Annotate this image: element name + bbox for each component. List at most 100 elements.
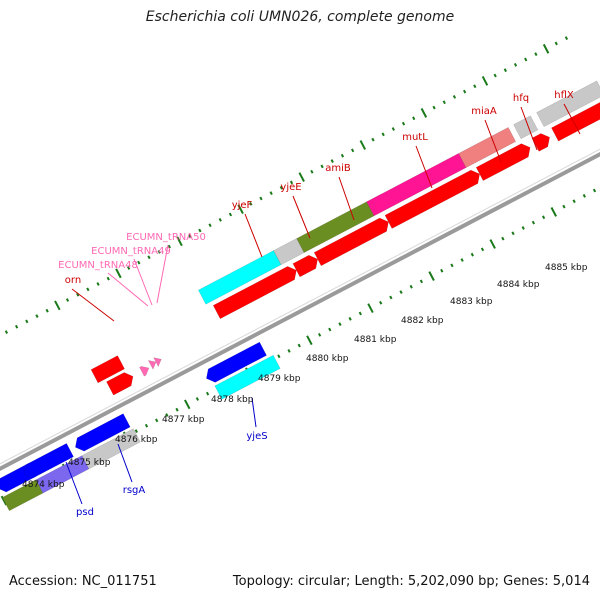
inner-tick [460, 258, 464, 262]
leader-miaA [484, 119, 502, 163]
inner-tick [419, 279, 424, 284]
outer-tick [96, 282, 100, 286]
gene-arrow-mutL [384, 169, 480, 229]
inner-tick [358, 311, 362, 316]
trna-leader-2 [156, 244, 169, 304]
outer-tick [167, 244, 171, 249]
gene-arrow-orn [106, 372, 134, 396]
outer-tick [420, 108, 428, 118]
outer-tick [359, 140, 367, 150]
outer-tick [330, 159, 334, 163]
inner-tick [450, 263, 454, 268]
kbp-label: 4883 kbp [450, 297, 493, 307]
inner-tick [440, 268, 444, 273]
outer-tick [391, 127, 395, 131]
inner-tick [541, 215, 546, 220]
outer-tick [126, 266, 131, 270]
gene-label-group: orn yjeF yjeE amiB mutL miaA hfq hflX ECUMN_tRNA… [58, 90, 574, 518]
outer-tick [564, 36, 569, 41]
inner-tick [562, 204, 566, 209]
gene-arrow-yjeE [292, 254, 318, 278]
inner-tick [328, 327, 332, 332]
leader-yjeE [292, 195, 311, 239]
gene-label-hflX: hflX [554, 90, 574, 101]
outer-tick [147, 255, 151, 260]
inner-tick [389, 295, 393, 300]
kbp-label: 4879 kbp [258, 374, 301, 384]
inner-tick [155, 418, 159, 423]
gene-label-orn: orn [65, 275, 81, 286]
gene-label-yjeF: yjeF [232, 200, 253, 211]
outer-tick [237, 204, 244, 215]
outer-tick [432, 105, 436, 110]
outer-tick [198, 228, 202, 233]
outer-tick [452, 95, 457, 99]
gene-block-hflX [536, 80, 600, 128]
gene-block-rsgA [81, 428, 141, 470]
inner-tick [134, 429, 138, 433]
outer-tick [442, 100, 446, 105]
inner-tick [428, 271, 435, 281]
gene-label-rsgA: rsgA [123, 485, 146, 496]
inner-tick [306, 335, 313, 346]
outer-tick [493, 73, 497, 78]
map-title: Escherichia coli UMN026, complete genome [145, 9, 455, 25]
gene-arrow-left2 [23, 443, 74, 479]
leader-rsgA [117, 443, 133, 483]
kbp-label-group: 4874 kbp 4875 kbp 4876 kbp 4877 kbp 4878 kbp… [22, 263, 588, 490]
outer-tick [503, 68, 507, 73]
outer-tick [320, 164, 324, 169]
kbp-label: 4878 kbp [211, 395, 254, 405]
outer-tick-track [4, 36, 569, 334]
outer-tick [462, 89, 467, 94]
outer-tick [157, 250, 161, 254]
gene-arrow-miaA [475, 143, 531, 182]
outer-tick [54, 300, 61, 311]
trna-label-1: ECUMN_tRNA49 [91, 246, 171, 257]
outer-tick [188, 234, 192, 238]
inner-tick [297, 343, 301, 348]
inner-tick [550, 207, 557, 217]
gene-arrow-hflX [551, 102, 600, 142]
inner-tick [489, 239, 496, 249]
inner-tick [205, 391, 210, 396]
outer-tick [481, 75, 489, 86]
inner-tick [521, 226, 525, 230]
outer-tick [45, 308, 49, 313]
outer-tick [401, 121, 406, 126]
gene-arrow-yjeS [206, 341, 267, 383]
inner-tick [531, 220, 536, 225]
gene-block-hfq [513, 115, 539, 140]
trna-arrow-48 [139, 366, 150, 377]
outer-tick [513, 62, 518, 67]
outer-tick [310, 169, 314, 174]
outer-tick [542, 43, 550, 54]
outer-tick [208, 223, 212, 228]
inner-tick [592, 188, 597, 193]
inner-tick [379, 300, 383, 305]
outer-tick [249, 201, 253, 206]
leader-amiB [338, 176, 355, 221]
outer-tick [4, 330, 9, 334]
outer-tick [289, 180, 294, 185]
outer-tick [412, 116, 416, 121]
kbp-label: 4884 kbp [497, 280, 540, 290]
topology-text: Topology: circular; Length: 5,202,090 bp… [232, 574, 590, 589]
leader-yjeS [251, 397, 257, 428]
gene-arrow-left3 [75, 413, 131, 452]
outer-tick [371, 137, 375, 142]
inner-tick [165, 413, 169, 417]
kbp-label: 4885 kbp [545, 263, 588, 273]
outer-tick [35, 314, 39, 318]
inner-tick [338, 322, 342, 327]
outer-tick [218, 217, 222, 222]
gene-label-yjeS: yjeS [246, 431, 267, 442]
outer-tick [106, 276, 110, 281]
outer-tick [350, 148, 355, 153]
trna-leader-1 [133, 258, 153, 306]
outer-tick [65, 298, 70, 302]
kbp-label: 4880 kbp [306, 354, 349, 364]
inner-tick [175, 407, 179, 412]
outer-tick [14, 324, 19, 329]
outer-tick [381, 132, 385, 137]
